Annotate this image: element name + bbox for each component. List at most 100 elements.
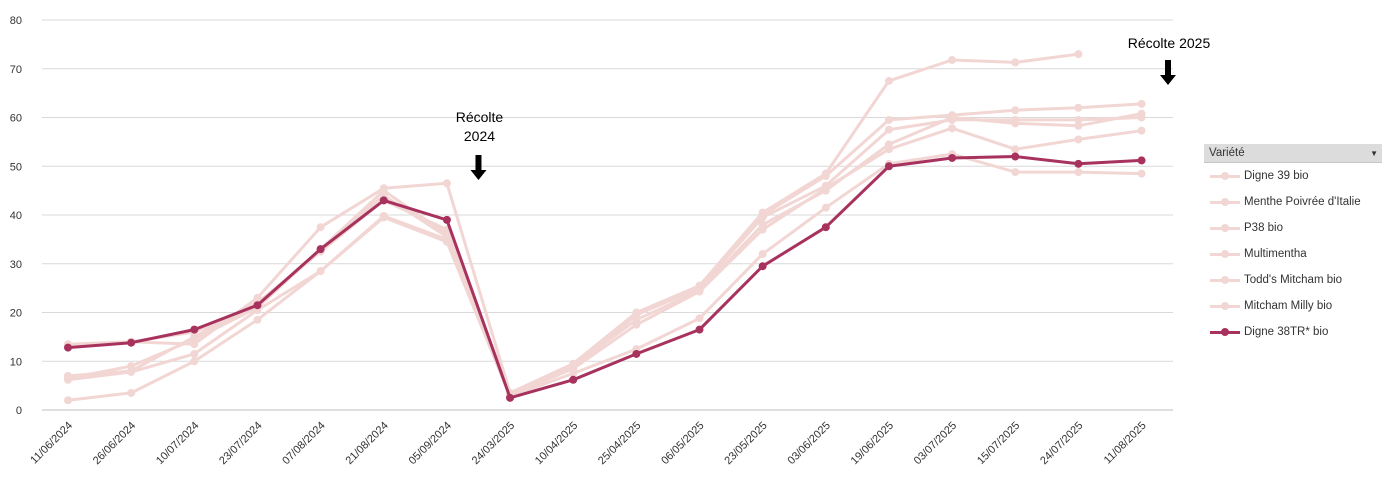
series-line (66, 112, 1143, 397)
data-point (632, 349, 641, 358)
annotation-recolte-2025: Récolte 2025 (1128, 35, 1211, 85)
x-tick-label: 23/05/2025 (722, 420, 769, 467)
y-tick-label: 20 (10, 308, 22, 320)
x-tick-label: 06/05/2025 (659, 420, 706, 467)
x-tick-label: 10/07/2024 (154, 420, 201, 467)
legend-label: P38 bio (1244, 222, 1284, 234)
data-point (884, 115, 893, 124)
data-point (442, 215, 451, 224)
data-point (190, 349, 199, 358)
data-point (884, 162, 893, 171)
data-point (1137, 156, 1146, 165)
series-line (66, 52, 1080, 395)
series-line (66, 102, 1143, 395)
x-tick-label: 11/08/2025 (1102, 420, 1149, 467)
data-point (64, 396, 72, 405)
y-tick-label: 0 (16, 405, 22, 417)
data-point (569, 369, 578, 378)
y-tick-label: 40 (10, 210, 22, 222)
legend-swatch-icon (1210, 197, 1240, 207)
data-point (948, 153, 957, 162)
data-point (1137, 99, 1146, 108)
data-point (821, 184, 830, 193)
data-point (1137, 169, 1146, 178)
x-tick-label: 26/06/2024 (91, 420, 138, 467)
y-tick-label: 50 (10, 161, 22, 173)
data-point (1011, 145, 1020, 154)
data-point (695, 325, 704, 334)
data-point (1074, 50, 1083, 59)
legend-swatch-icon (1210, 301, 1240, 311)
series-3 (64, 109, 1146, 400)
y-tick-label: 10 (10, 356, 22, 368)
data-point (1074, 115, 1083, 124)
legend-label: Todd's Mitcham bio (1244, 274, 1343, 286)
data-point (1074, 103, 1083, 112)
legend-item[interactable]: Digne 39 bio (1204, 163, 1382, 189)
annotations: Récolte 2024 Récolte 2025 (456, 35, 1211, 180)
legend-items: Digne 39 bio Menthe Poivrée d'Italie P38 b… (1204, 163, 1382, 345)
y-tick-label: 80 (10, 15, 22, 27)
x-tick-label: 24/07/2025 (1038, 420, 1085, 467)
annotation-recolte-2024: Récolte 2024 (456, 109, 504, 180)
y-axis-tick-labels: 0 10 20 30 40 50 60 70 80 (10, 15, 22, 417)
x-tick-label: 05/09/2024 (407, 420, 454, 467)
data-point (884, 125, 893, 134)
data-point (127, 367, 136, 376)
data-point (1137, 126, 1146, 135)
data-point (127, 362, 136, 371)
data-point (695, 314, 704, 323)
legend-item[interactable]: Mitcham Milly bio (1204, 293, 1382, 319)
data-point (316, 245, 325, 254)
annotation-text: 2024 (464, 128, 495, 144)
legend-label: Mitcham Milly bio (1244, 300, 1333, 312)
data-point (758, 262, 767, 271)
series-lines (64, 50, 1146, 405)
data-point (190, 357, 199, 366)
data-point (442, 237, 451, 246)
data-point (379, 196, 388, 205)
legend[interactable]: Variété ▼ Digne 39 bio Menthe Poivrée d'I… (1204, 144, 1382, 345)
series-6 (64, 152, 1146, 402)
data-point (695, 287, 704, 296)
data-point (1011, 152, 1020, 161)
data-point (948, 55, 957, 64)
legend-item[interactable]: Todd's Mitcham bio (1204, 267, 1382, 293)
legend-item[interactable]: Multimentha (1204, 241, 1382, 267)
annotation-text: Récolte (456, 109, 504, 125)
series-4 (64, 124, 1146, 400)
legend-swatch-icon (1210, 223, 1240, 233)
y-tick-label: 70 (10, 64, 22, 76)
annotation-text: Récolte 2025 (1128, 35, 1211, 51)
data-point (569, 375, 578, 384)
legend-filter-header[interactable]: Variété ▼ (1204, 144, 1382, 163)
dropdown-arrow-icon[interactable]: ▼ (1370, 148, 1378, 158)
data-point (253, 315, 262, 324)
data-point (1137, 109, 1146, 118)
x-tick-label: 11/06/2024 (28, 420, 75, 467)
data-point (1011, 106, 1020, 115)
data-point (64, 343, 72, 352)
data-point (758, 225, 767, 234)
data-point (190, 335, 199, 344)
legend-item[interactable]: P38 bio (1204, 215, 1382, 241)
legend-label: Multimentha (1244, 248, 1307, 260)
legend-item[interactable]: Menthe Poivrée d'Italie (1204, 189, 1382, 215)
data-point (1074, 159, 1083, 168)
data-point (1074, 121, 1083, 130)
series-line (66, 126, 1143, 397)
legend-header-label: Variété (1209, 147, 1245, 159)
data-point (127, 388, 136, 397)
data-point (379, 213, 388, 222)
data-point (1074, 168, 1083, 177)
x-tick-label: 21/08/2024 (343, 420, 390, 467)
data-point (442, 179, 451, 188)
data-point (758, 213, 767, 222)
x-tick-label: 10/04/2025 (533, 420, 580, 467)
legend-swatch-icon (1210, 171, 1240, 181)
x-tick-label: 07/08/2024 (280, 420, 327, 467)
legend-item[interactable]: Digne 38TR* bio (1204, 319, 1382, 345)
data-point (1011, 58, 1020, 67)
arrow-down-icon (475, 155, 482, 172)
